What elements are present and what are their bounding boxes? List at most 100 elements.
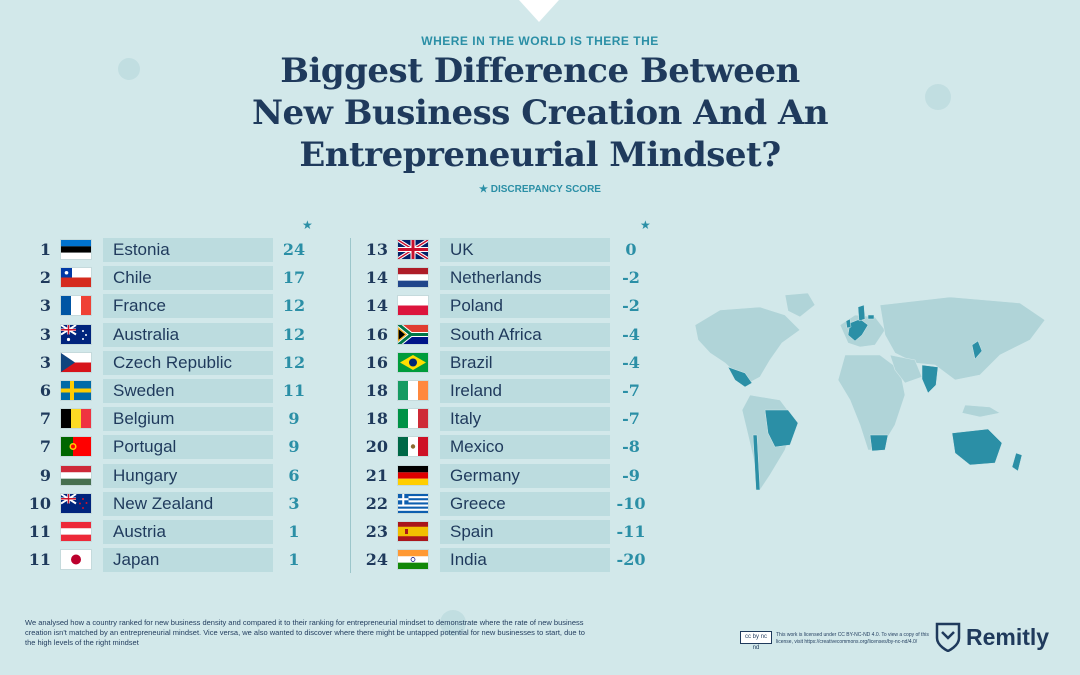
license-text: This work is licensed under CC BY-NC-ND … [776,632,929,645]
brazil-flag [398,352,428,372]
rank-number: 16 [365,324,388,344]
country-name: UK [440,238,610,262]
subtitle: WHERE IN THE WORLD IS THERE THE [421,34,659,48]
germany-flag [398,465,428,485]
table-row: 18 Italy -7 [352,407,662,432]
table-row: 7 Belgium 9 [15,407,325,432]
table-row: 7 Portugal 9 [15,435,325,460]
table-row: 6 Sweden 11 [15,379,325,403]
table-row: 16 Brazil -4 [352,350,662,375]
estonia-shape [867,314,875,320]
rank-number: 18 [365,381,388,400]
table-row: 14 Poland -2 [352,294,662,319]
rank-number: 20 [365,437,388,457]
country-name: South Africa [440,322,610,347]
new-zealand-shape [1011,452,1023,472]
uk-flag [398,240,428,259]
austria-flag [61,522,91,541]
country-name: Japan [103,548,273,573]
france-flag [61,296,91,316]
sweden-flag [61,381,91,400]
rank-number: 7 [39,437,51,457]
uk-shape [845,318,852,329]
table-row: 2 Chile 17 [15,266,325,291]
table-row: 11 Japan 1 [15,548,325,573]
ireland-flag [398,381,428,400]
discrepancy-score: 1 [288,522,300,541]
rank-number: 14 [365,296,388,316]
country-name: Italy [440,407,610,432]
rank-number: 6 [39,381,51,400]
new-zealand-flag [61,493,91,513]
page-title: Biggest Difference Between New Business … [0,50,1080,176]
brain-icon [925,84,951,110]
rank-number: 2 [39,268,51,288]
discrepancy-score: 12 [282,296,306,316]
table-row: 3 Australia 12 [15,322,325,347]
discrepancy-score: 6 [288,465,300,485]
country-name: Estonia [103,238,273,262]
country-name: India [440,548,610,573]
country-name: Portugal [103,435,273,460]
top-notch [519,0,559,22]
star-icon: ★ [302,218,313,232]
greenland-shape [784,292,816,318]
rank-number: 21 [365,465,388,485]
country-name: Spain [440,520,610,544]
brazil-shape [764,409,799,448]
south-africa-flag [398,324,428,344]
discrepancy-score: 9 [288,409,300,429]
rank-number: 13 [365,240,388,259]
chile-shape [752,434,761,491]
discrepancy-score: 3 [288,493,300,513]
rank-number: 11 [28,550,51,570]
country-name: Poland [440,294,610,319]
legend-discrepancy-score: ★ DISCREPANCY SCORE [479,184,601,195]
country-name: Austria [103,520,273,544]
table-row: 21 Germany -9 [352,463,662,488]
italy-flag [398,409,428,429]
discrepancy-score: 12 [282,324,306,344]
cc-license-badge: cc by nc nd [740,631,772,651]
discrepancy-score: 12 [282,352,306,372]
australia-shape [951,428,1003,466]
discrepancy-score: -2 [622,296,640,316]
column-divider [350,238,351,573]
title-line-3: Entrepreneurial Mindset? [299,135,781,175]
india-flag [398,550,428,570]
table-row: 24 India -20 [352,548,662,573]
discrepancy-score: -7 [622,381,640,400]
rank-number: 10 [28,493,51,513]
australia-flag [61,324,91,344]
discrepancy-score: -7 [622,409,640,429]
mexico-flag [398,437,428,457]
rank-number: 3 [39,352,51,372]
rank-number: 22 [365,493,388,513]
middle-east-shape [889,354,923,384]
shield-icon [935,622,961,652]
country-name: Greece [440,491,610,516]
remitly-logo[interactable]: Remitly [932,620,1062,656]
logo-wordmark: Remitly [966,624,1050,650]
discrepancy-score: -4 [622,324,640,344]
belgium-flag [61,409,91,429]
country-name: France [103,294,273,319]
chile-flag [61,268,91,288]
estonia-flag [61,240,91,259]
discrepancy-score: 24 [282,240,306,259]
country-name: Hungary [103,463,273,488]
discrepancy-score: 0 [625,240,637,259]
rank-number: 9 [39,465,51,485]
discrepancy-score: -4 [622,352,640,372]
country-name: Netherlands [440,266,610,291]
title-line-1: Biggest Difference Between [280,51,800,91]
japan-shape [971,340,983,360]
table-row: 22 Greece -10 [352,491,662,516]
sweden-shape [857,304,866,322]
rank-number: 18 [365,409,388,429]
table-row: 1 Estonia 24 [15,238,325,262]
indonesia-shape [961,404,1001,418]
world-map [694,292,1046,491]
country-name: Czech Republic [103,350,273,375]
